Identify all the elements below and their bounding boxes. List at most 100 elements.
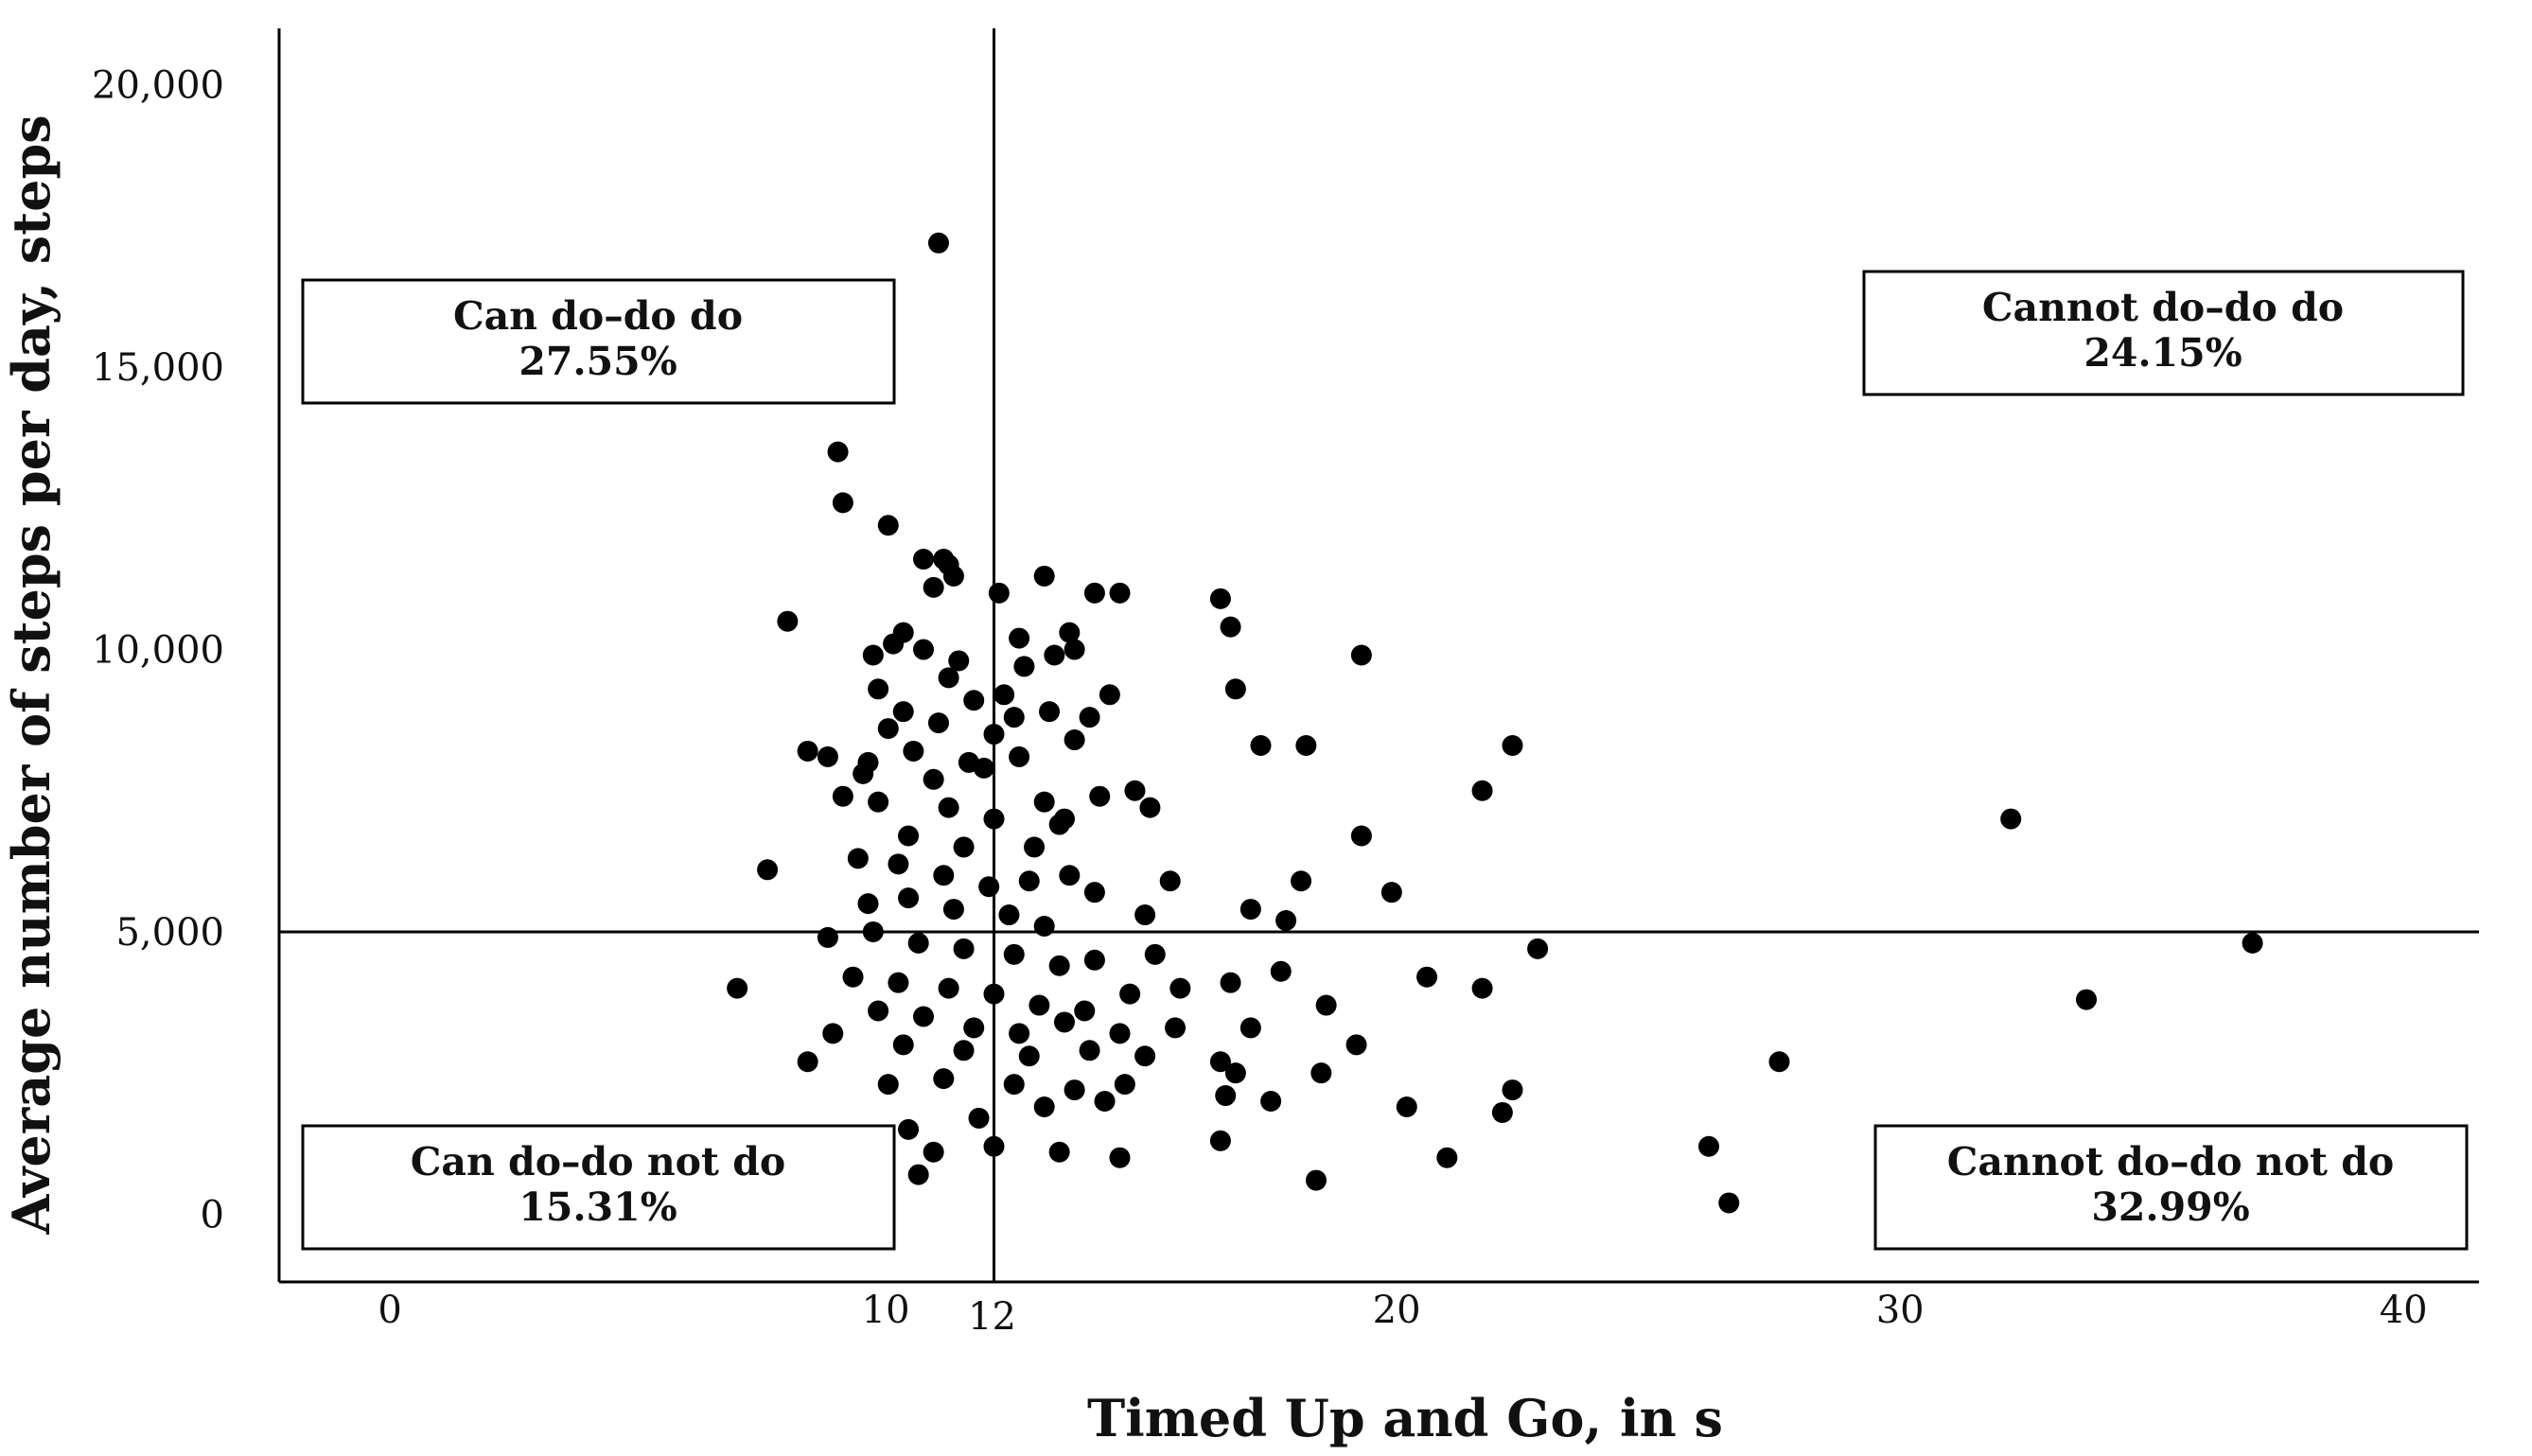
y-tick-labels: 0 5,000 10,000 15,000 20,000 <box>92 64 224 1237</box>
data-point <box>998 904 1020 926</box>
data-point <box>1165 1017 1187 1039</box>
data-point <box>1220 972 1241 993</box>
data-point <box>1215 1085 1237 1107</box>
data-point <box>978 876 1000 898</box>
data-point <box>1024 836 1046 858</box>
quadrant-title: Cannot do–do not do <box>1947 1139 2395 1184</box>
data-point <box>953 836 975 858</box>
data-point <box>1033 1096 1055 1117</box>
data-point <box>1053 1011 1075 1033</box>
data-point <box>2242 932 2263 954</box>
data-point <box>1033 565 1055 587</box>
data-point <box>1380 882 1402 903</box>
y-tick-label: 5,000 <box>115 911 224 955</box>
data-point <box>1059 622 1081 643</box>
data-point <box>862 921 884 942</box>
data-point <box>953 938 975 959</box>
data-point <box>1345 1034 1367 1056</box>
data-point <box>857 893 879 915</box>
data-point <box>1471 780 1493 801</box>
data-point <box>898 1118 920 1140</box>
data-point <box>1124 780 1146 801</box>
quadrant-value: 24.15% <box>2084 330 2242 376</box>
data-point <box>913 639 935 660</box>
data-point <box>1436 1147 1458 1168</box>
data-point <box>1305 1169 1327 1191</box>
data-point <box>938 977 959 999</box>
data-point <box>1491 1101 1513 1123</box>
y-axis-title: Average number of steps per day, steps <box>1 114 62 1235</box>
data-point <box>1109 1023 1131 1044</box>
data-point <box>993 684 1015 706</box>
data-point <box>877 1074 899 1096</box>
data-point <box>1224 678 1246 700</box>
data-point <box>1396 1096 1417 1117</box>
data-point <box>888 972 909 993</box>
data-point <box>797 1051 818 1073</box>
data-point <box>933 1068 955 1090</box>
data-point <box>1134 904 1156 926</box>
data-point <box>983 724 1005 746</box>
data-point <box>907 1164 929 1185</box>
data-point <box>1083 882 1105 903</box>
data-point <box>1119 983 1141 1005</box>
data-point <box>797 740 818 762</box>
data-point <box>1209 1130 1231 1151</box>
data-point <box>1471 977 1493 999</box>
data-point <box>1291 870 1312 892</box>
data-point <box>1768 1051 1790 1073</box>
data-point <box>1048 814 1070 835</box>
data-point <box>1079 1040 1100 1061</box>
data-point <box>832 492 853 514</box>
data-point <box>888 853 909 875</box>
quadrant-value: 32.99% <box>2091 1184 2249 1230</box>
data-point <box>1044 644 1065 666</box>
x-tick-label: 0 <box>378 1289 401 1332</box>
quadrant-title: Can do–do do <box>453 293 743 339</box>
data-point <box>868 678 889 700</box>
data-point <box>1009 627 1030 649</box>
data-point <box>1059 865 1081 886</box>
data-point <box>938 797 959 818</box>
quadrant-title: Cannot do–do do <box>1982 285 2344 330</box>
data-point <box>1083 582 1105 604</box>
data-point <box>877 515 899 536</box>
data-point <box>1270 960 1292 982</box>
data-point <box>1224 1062 1246 1084</box>
data-point <box>1099 684 1120 706</box>
data-point <box>777 610 799 632</box>
data-point <box>1502 1079 1523 1101</box>
data-point <box>1064 729 1085 751</box>
data-point <box>868 791 889 813</box>
quadrant-box-can-do-do-do: Can do–do do 27.55% <box>301 278 896 405</box>
data-point <box>1220 616 1241 638</box>
data-point <box>1139 797 1161 818</box>
x-axis-title: Timed Up and Go, in s <box>1087 1388 1723 1448</box>
data-point <box>1074 1000 1096 1022</box>
data-point <box>898 887 920 909</box>
data-point <box>1144 943 1166 965</box>
data-point <box>862 644 884 666</box>
scatter-points <box>727 232 2263 1214</box>
data-point <box>927 232 949 254</box>
data-point <box>942 565 964 587</box>
data-point <box>1310 1062 1332 1084</box>
data-point <box>1033 915 1055 937</box>
data-point <box>1089 785 1111 807</box>
data-point <box>903 740 924 762</box>
quadrant-box-can-do-do-not-do: Can do–do not do 15.31% <box>301 1124 896 1251</box>
data-point <box>757 859 779 881</box>
data-point <box>1260 1091 1282 1113</box>
data-point <box>1109 582 1131 604</box>
data-point <box>1527 938 1549 959</box>
data-point <box>1029 994 1050 1016</box>
data-point <box>938 667 959 689</box>
plot-axes <box>277 28 2479 1284</box>
data-point <box>1697 1135 1719 1157</box>
data-point <box>923 768 944 790</box>
data-point <box>1209 588 1231 609</box>
data-point <box>847 848 869 869</box>
data-point <box>832 785 853 807</box>
data-point <box>1295 734 1317 756</box>
data-point <box>817 926 838 948</box>
